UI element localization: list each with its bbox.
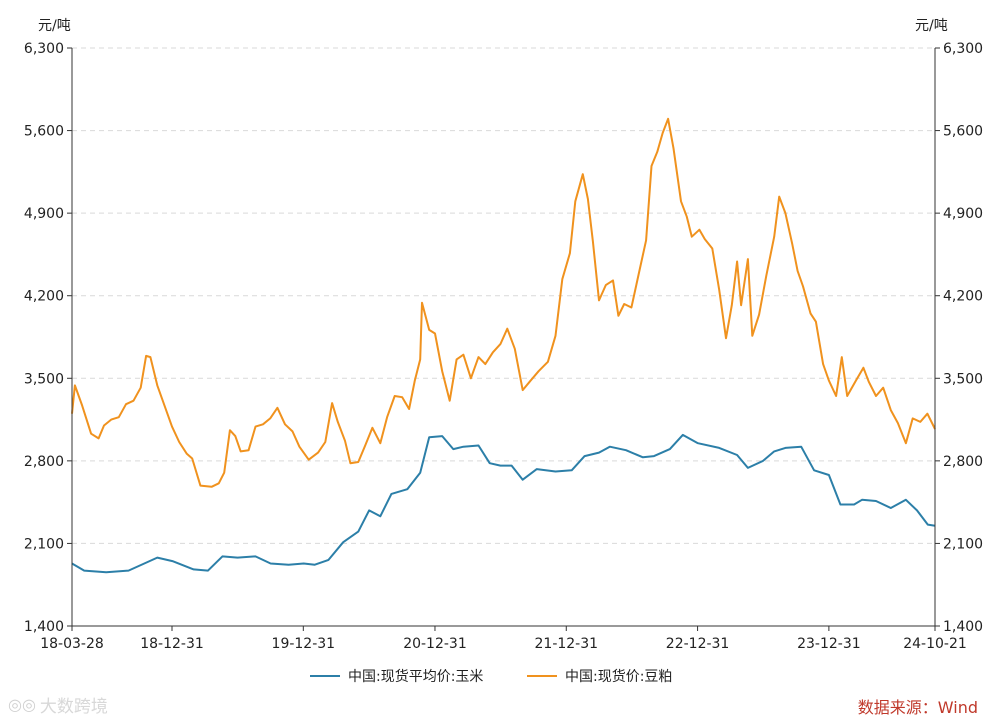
legend: 中国:现货平均价:玉米 中国:现货价:豆粕 <box>310 668 672 685</box>
y-tick-label-left: 4,200 <box>24 289 64 305</box>
watermark-text: 大数跨境 <box>39 697 108 717</box>
y-tick-label-left: 5,600 <box>24 124 64 140</box>
y-tick-label-right: 4,900 <box>943 206 983 222</box>
y-tick-label-right: 2,100 <box>943 536 983 552</box>
axes: 1,400 1,400 2,100 2,100 2,800 2,800 3,500 3,500… <box>24 41 983 652</box>
x-tick-label: 23-12-31 <box>797 636 861 652</box>
series-line-1 <box>71 433 936 574</box>
y-tick-label-right: 4,200 <box>943 289 983 305</box>
x-tick-label: 19-12-31 <box>272 636 336 652</box>
legend-label-1: 中国:现货平均价:玉米 <box>348 668 483 685</box>
x-tick-label: 18-12-31 <box>140 636 204 652</box>
y-tick-label-right: 2,800 <box>943 454 983 470</box>
y-tick-label-right: 1,400 <box>943 619 983 635</box>
watermark-logo-icon: ◎◎ <box>8 695 36 714</box>
right-unit-label: 元/吨 <box>915 18 948 34</box>
legend-label-2: 中国:现货价:豆粕 <box>565 668 672 685</box>
y-tick-label-right: 5,600 <box>943 124 983 140</box>
y-tick-label-right: 6,300 <box>943 41 983 57</box>
y-tick-label-left: 6,300 <box>24 41 64 57</box>
x-tick-label: 18-03-28 <box>40 636 104 652</box>
y-tick-label-left: 2,100 <box>24 536 64 552</box>
y-tick-label-left: 3,500 <box>24 371 64 387</box>
data-source-note: 数据来源：Wind <box>857 698 978 717</box>
x-tick-label: 22-12-31 <box>666 636 730 652</box>
left-unit-label: 元/吨 <box>38 18 71 34</box>
x-tick-label: 20-12-31 <box>403 636 467 652</box>
y-tick-label-left: 2,800 <box>24 454 64 470</box>
y-tick-label-left: 4,900 <box>24 206 64 222</box>
watermark: ◎◎ 大数跨境 <box>8 692 108 717</box>
x-tick-label: 21-12-31 <box>535 636 599 652</box>
series-line-2 <box>71 117 936 488</box>
series-lines <box>71 117 936 574</box>
y-tick-label-right: 3,500 <box>943 371 983 387</box>
x-tick-label: 24-10-21 <box>903 636 967 652</box>
y-tick-label-left: 1,400 <box>24 619 64 635</box>
